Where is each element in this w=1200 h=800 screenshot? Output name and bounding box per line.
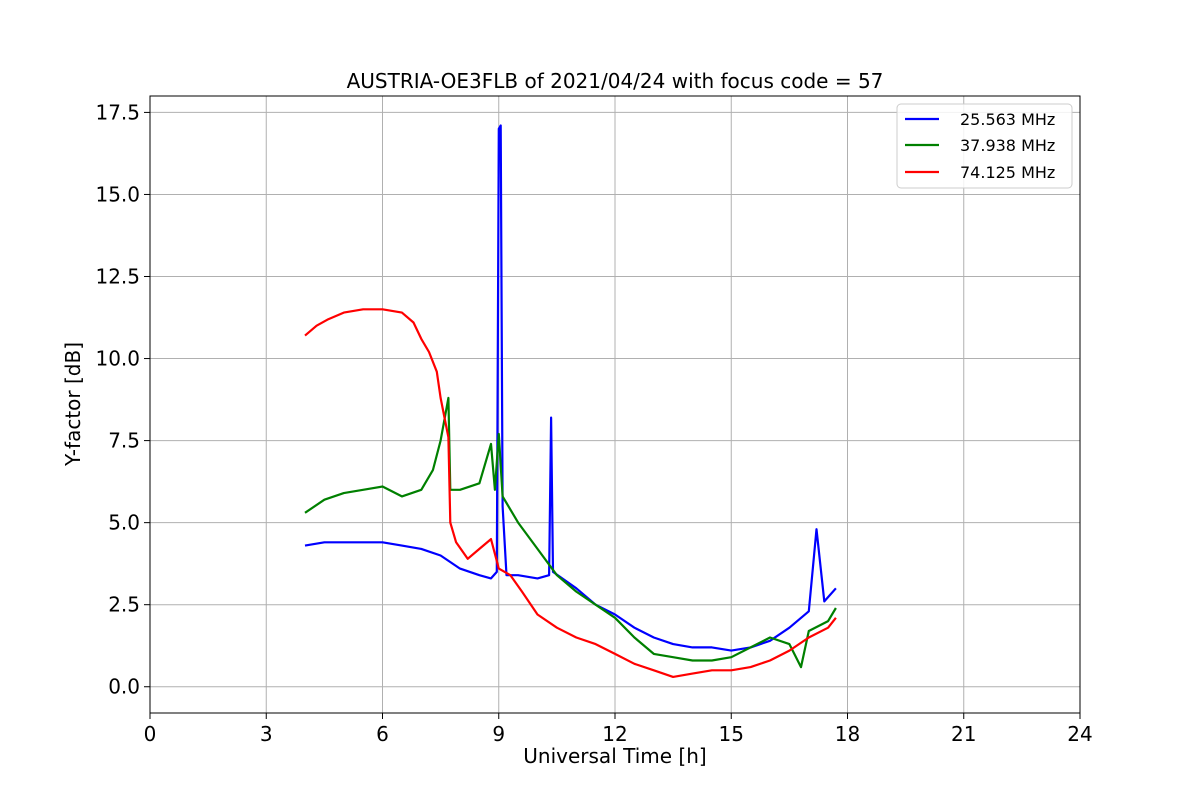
- series-layer: [304, 124, 837, 679]
- y-tick-label: 2.5: [108, 593, 140, 617]
- y-tick-label: 12.5: [95, 265, 140, 289]
- x-axis-label: Universal Time [h]: [523, 744, 706, 768]
- x-tick-label: 9: [492, 722, 505, 746]
- x-tick-label: 18: [835, 722, 860, 746]
- series-line-74-125-mhz: [304, 308, 837, 679]
- x-tick-label: 24: [1067, 722, 1092, 746]
- series-line-37-938-mhz: [304, 396, 837, 669]
- x-tick-label: 12: [602, 722, 627, 746]
- x-tick-label: 3: [260, 722, 273, 746]
- chart-title: AUSTRIA-OE3FLB of 2021/04/24 with focus …: [347, 69, 884, 93]
- x-tick-label: 0: [144, 722, 157, 746]
- y-tick-label: 5.0: [108, 511, 140, 535]
- x-tick-label: 15: [719, 722, 744, 746]
- x-tick-label: 21: [951, 722, 976, 746]
- y-tick-label: 17.5: [95, 100, 140, 124]
- legend: 25.563 MHz 37.938 MHz 74.125 MHz: [896, 103, 1073, 189]
- y-tick-label: 7.5: [108, 429, 140, 453]
- legend-label-37mhz: 37.938 MHz: [960, 136, 1055, 155]
- legend-label-25mhz: 25.563 MHz: [960, 110, 1055, 129]
- tick-layer: 0 3 6 9 12 15 18 21 24 0.0 2.5 5.0 7.5 10.0 12.5 15.0 17…: [95, 100, 1092, 746]
- legend-box: [896, 103, 1073, 189]
- x-tick-label: 6: [376, 722, 389, 746]
- y-tick-label: 15.0: [95, 182, 140, 206]
- y-tick-label: 0.0: [108, 675, 140, 699]
- legend-label-74mhz: 74.125 MHz: [960, 163, 1055, 182]
- y-axis-label: Y-factor [dB]: [61, 342, 85, 467]
- y-tick-label: 10.0: [95, 347, 140, 371]
